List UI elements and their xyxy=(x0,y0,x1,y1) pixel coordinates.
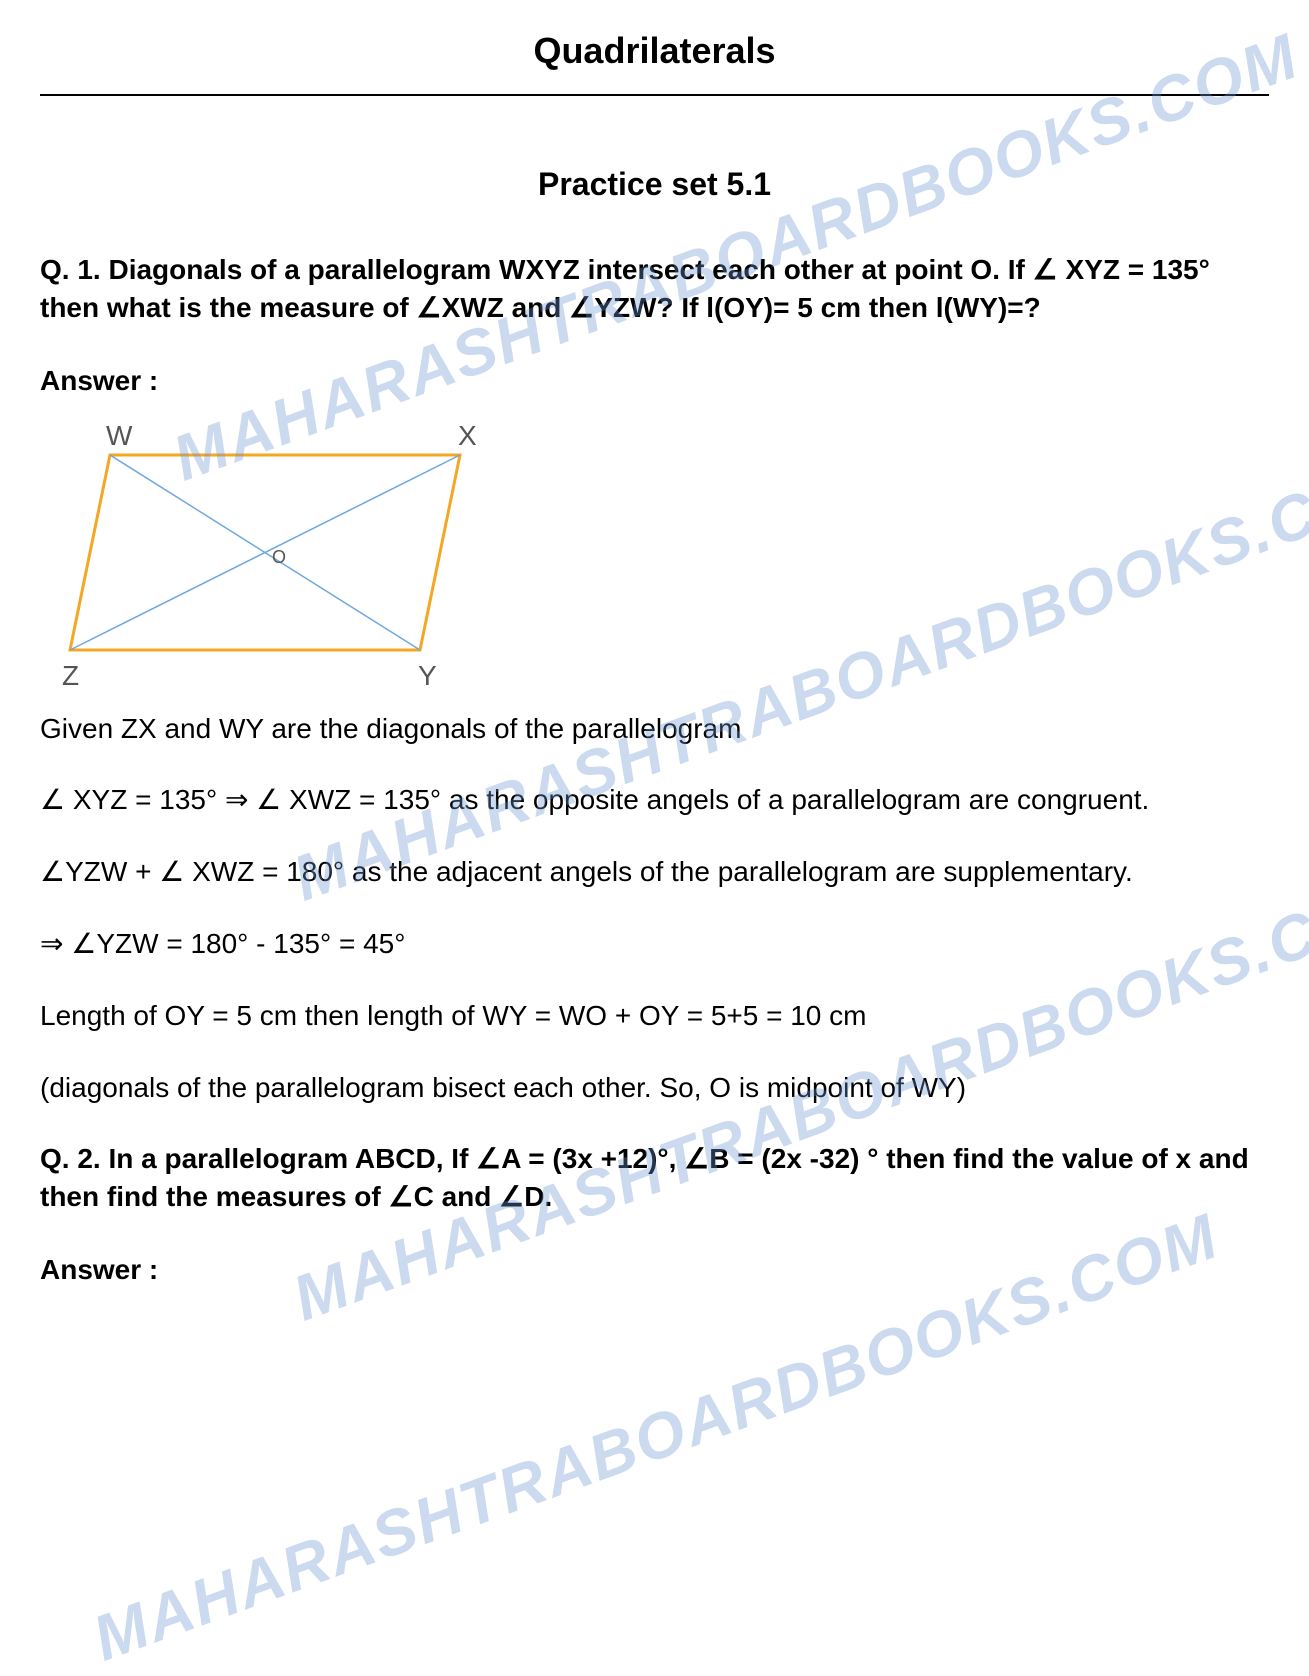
svg-text:W: W xyxy=(106,425,133,451)
q1-line-0: Given ZX and WY are the diagonals of the… xyxy=(40,710,1269,748)
page: MAHARASHTRABOARDBOOKS.COM MAHARASHTRABOA… xyxy=(0,0,1309,1545)
answer-label-1: Answer : xyxy=(40,365,1269,397)
svg-text:Y: Y xyxy=(418,660,437,691)
q1-line-2: ∠YZW + ∠ XWZ = 180° as the adjacent ange… xyxy=(40,853,1269,891)
svg-text:O: O xyxy=(272,547,286,567)
q1-line-5: (diagonals of the parallelogram bisect e… xyxy=(40,1069,1269,1107)
q1-line-4: Length of OY = 5 cm then length of WY = … xyxy=(40,997,1269,1035)
q1-line-1: ∠ XYZ = 135° ⇒ ∠ XWZ = 135° as the oppos… xyxy=(40,781,1269,819)
svg-text:Z: Z xyxy=(62,660,79,691)
question-1: Q. 1. Diagonals of a parallelogram WXYZ … xyxy=(40,251,1269,327)
figure-parallelogram: W X Y Z O xyxy=(40,425,1269,700)
q1-line-3: ⇒ ∠YZW = 180° - 135° = 45° xyxy=(40,925,1269,963)
practice-set-title: Practice set 5.1 xyxy=(40,166,1269,203)
answer-label-2: Answer : xyxy=(40,1254,1269,1286)
question-2: Q. 2. In a parallelogram ABCD, If ∠A = (… xyxy=(40,1140,1269,1216)
parallelogram-svg: W X Y Z O xyxy=(40,425,500,695)
svg-text:X: X xyxy=(458,425,477,451)
page-title: Quadrilaterals xyxy=(40,30,1269,72)
horizontal-rule xyxy=(40,94,1269,96)
